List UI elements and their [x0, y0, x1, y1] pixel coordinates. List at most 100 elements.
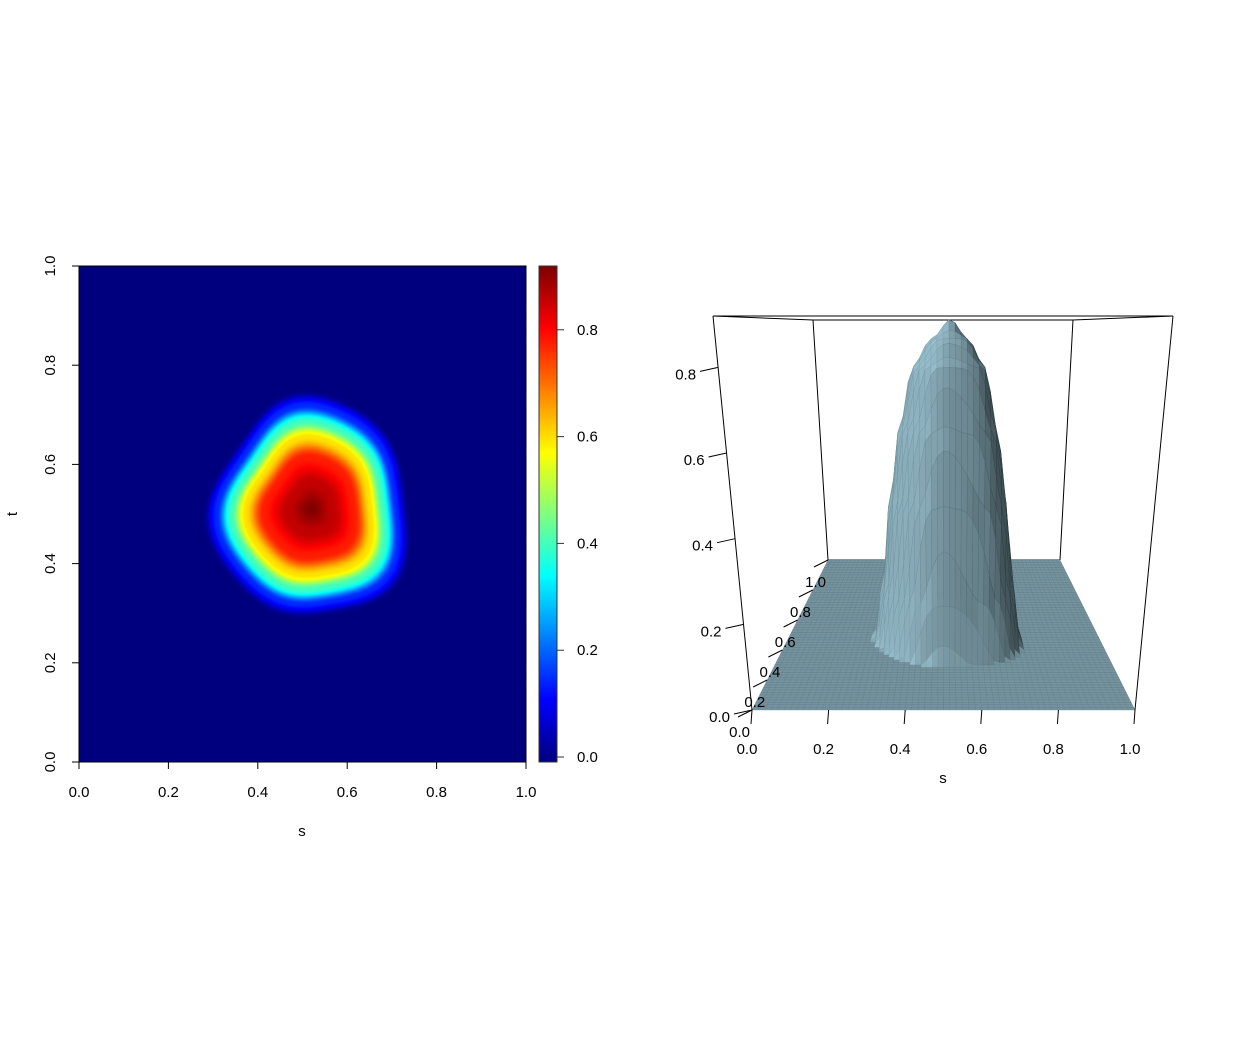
surface-facet	[773, 702, 782, 706]
surface-facet	[1020, 617, 1027, 621]
surface-facet	[1036, 619, 1043, 623]
surface-facet	[968, 699, 975, 703]
surface-facet	[871, 614, 877, 618]
surface-facet	[937, 645, 944, 668]
surface-facet	[841, 664, 849, 668]
surface-facet	[862, 649, 869, 653]
surface-facet	[991, 684, 998, 688]
surface-facet	[787, 697, 796, 701]
surface-facet	[1024, 702, 1032, 706]
surface-facet	[943, 682, 950, 686]
surface-facet	[1040, 692, 1048, 696]
surface-facet	[1117, 687, 1126, 691]
surface-facet	[892, 662, 900, 666]
surface-facet	[840, 667, 848, 671]
surface-facet	[1107, 704, 1115, 708]
surface-facet	[1044, 647, 1052, 651]
surface-facet	[854, 622, 861, 626]
surface-facet	[835, 632, 843, 636]
surface-facet	[831, 677, 839, 681]
surface-facet	[865, 657, 873, 661]
surface-facet	[834, 707, 843, 711]
surface-facet	[826, 644, 833, 648]
surface-facet	[1096, 644, 1105, 648]
surface-facet	[942, 343, 950, 359]
colorbar	[539, 266, 557, 762]
surface-facet	[1030, 699, 1038, 703]
surface-facet	[1070, 674, 1079, 678]
surface-facet	[1077, 604, 1085, 608]
surface-facet	[1032, 684, 1040, 688]
surface-facet	[987, 704, 995, 708]
surface-facet	[918, 699, 926, 703]
surface-facet	[834, 667, 842, 671]
surface-facet	[1082, 614, 1090, 618]
surface-facet	[1044, 704, 1052, 708]
surface-facet	[900, 692, 908, 696]
surface-facet	[839, 669, 847, 673]
surface-facet	[903, 667, 910, 671]
surface-facet	[961, 679, 968, 683]
surface-facet	[857, 647, 864, 651]
surface-facet	[1028, 644, 1035, 648]
surface-facet	[1031, 657, 1039, 661]
surface-facet	[980, 702, 988, 706]
surface-facet	[912, 694, 920, 698]
surface-facet	[992, 692, 999, 696]
surface-facet	[1059, 644, 1067, 648]
surface-facet	[1049, 699, 1057, 703]
surface-facet	[888, 689, 896, 693]
surface-facet	[1016, 662, 1023, 666]
surface-facet	[914, 669, 921, 673]
surface-facet	[1012, 672, 1020, 676]
surface-facet	[887, 699, 894, 703]
surface-facet	[1009, 689, 1017, 693]
surface-facet	[1032, 659, 1039, 663]
surface-facet	[936, 387, 944, 431]
surface-x-tick-label: 0.2	[813, 741, 834, 758]
surface-facet	[943, 694, 950, 698]
surface-facet	[913, 682, 921, 686]
surface-facet	[967, 684, 974, 688]
surface-facet	[911, 707, 919, 711]
surface-facet	[925, 687, 932, 691]
surface-facet	[1015, 689, 1023, 693]
surface-facet	[1034, 692, 1042, 696]
surface-facet	[1021, 687, 1029, 691]
surface-facet	[871, 684, 879, 688]
surface-facet	[932, 667, 939, 671]
surface-facet	[954, 667, 961, 671]
surface-facet	[1025, 614, 1032, 618]
surface-facet	[813, 694, 822, 698]
y-tick-label: 0.2	[42, 652, 59, 673]
surface-facet	[881, 664, 888, 668]
surface-facet	[974, 704, 982, 708]
surface-facet	[873, 587, 880, 591]
surface-facet	[843, 677, 851, 681]
surface-facet	[812, 682, 820, 686]
surface-facet	[836, 662, 844, 666]
surface-facet	[955, 699, 963, 703]
surface-facet	[807, 679, 815, 683]
surface-facet	[849, 677, 857, 681]
surface-facet	[1062, 704, 1071, 708]
surface-facet	[1047, 654, 1054, 658]
surface-facet	[1006, 704, 1014, 708]
surface-facet	[1016, 692, 1024, 696]
surface-facet	[1032, 639, 1039, 643]
surface-facet	[864, 589, 870, 593]
surface-facet	[873, 672, 881, 676]
surface-facet	[1008, 682, 1016, 686]
surface-facet	[867, 674, 875, 678]
surface-facet	[1013, 589, 1020, 593]
surface-facet	[1048, 659, 1056, 663]
surface-facet	[949, 677, 956, 681]
surface-y-tick-label: 1.0	[805, 574, 826, 591]
surface-facet	[817, 684, 825, 688]
surface-facet	[949, 387, 956, 430]
surface-facet	[873, 707, 881, 711]
surface-facet	[813, 677, 822, 681]
surface-facet	[1016, 599, 1022, 603]
surface-facet	[842, 679, 850, 683]
surface-facet	[1030, 634, 1037, 638]
